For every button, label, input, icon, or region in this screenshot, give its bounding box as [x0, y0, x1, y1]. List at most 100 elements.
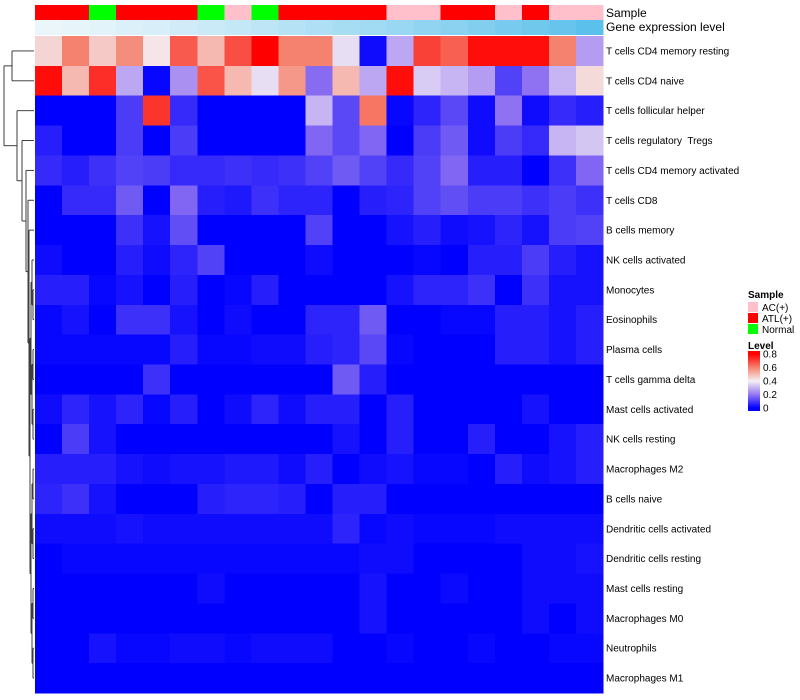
- heatmap-cell: [575, 185, 604, 216]
- gene-expression-annotation-row: [35, 20, 604, 35]
- heatmap-cell: [143, 603, 171, 634]
- heatmap-cell: [197, 245, 225, 276]
- heatmap-cell: [332, 573, 361, 605]
- heatmap-cell: [278, 633, 307, 664]
- heatmap-cell: [116, 334, 144, 366]
- heatmap-cell: [548, 424, 577, 455]
- heatmap-cell: [62, 36, 90, 67]
- heatmap-cell: [413, 65, 442, 97]
- heatmap-cell: [521, 633, 550, 664]
- heatmap-cell: [575, 95, 604, 127]
- heatmap-cell: [467, 65, 496, 97]
- heatmap-cell: [197, 394, 225, 425]
- heatmap-cell: [440, 185, 469, 216]
- heatmap-cell: [170, 483, 198, 515]
- heatmap-cell: [89, 633, 117, 664]
- heatmap-cell: [359, 304, 388, 336]
- heatmap-cell: [467, 274, 496, 306]
- legend-swatch: [748, 313, 758, 323]
- heatmap-cell: [143, 513, 171, 545]
- heatmap-cell: [332, 274, 361, 306]
- heatmap-cell: [143, 394, 171, 425]
- heatmap-cell: [413, 483, 442, 515]
- heatmap-cell: [494, 95, 523, 127]
- heatmap-cell: [224, 364, 252, 395]
- heatmap-cell: [575, 215, 604, 246]
- heatmap-cell: [548, 125, 577, 157]
- heatmap-cell: [116, 274, 144, 306]
- heatmap-cell: [332, 334, 361, 366]
- heatmap-cell: [305, 424, 334, 455]
- heatmap-cell: [413, 245, 442, 276]
- sample-annotation-cell: [116, 5, 144, 20]
- heatmap-cell: [170, 274, 198, 306]
- heatmap-cell: [170, 573, 198, 605]
- heatmap-cell: [575, 155, 604, 186]
- heatmap-cell: [305, 95, 334, 127]
- heatmap-cell: [89, 215, 117, 246]
- heatmap-cell: [548, 454, 577, 485]
- heatmap-cell: [440, 245, 469, 276]
- heatmap-cell: [413, 334, 442, 366]
- heatmap-cell: [251, 424, 280, 455]
- heatmap-cell: [332, 543, 361, 575]
- heatmap-cell: [278, 245, 307, 276]
- heatmap-cell: [89, 245, 117, 276]
- gene-expression-annotation-cell: [89, 20, 117, 35]
- heatmap-cell: [251, 573, 280, 605]
- sample-annotation-cell: [197, 5, 225, 20]
- heatmap-cell: [35, 483, 63, 515]
- heatmap-cell: [170, 304, 198, 336]
- row-label: T cells follicular helper: [606, 106, 705, 117]
- heatmap-cell: [386, 633, 415, 664]
- gene-expression-annotation-cell: [494, 20, 523, 35]
- heatmap-cell: [224, 304, 252, 336]
- heatmap-cell: [494, 543, 523, 575]
- heatmap-cell: [440, 394, 469, 425]
- heatmap-cell: [440, 155, 469, 186]
- row-dendrogram: [3, 50, 34, 679]
- row-label: T cells gamma delta: [606, 375, 696, 386]
- heatmap-cell: [440, 663, 469, 694]
- legend-tick-label: 0: [763, 404, 769, 415]
- heatmap-cells: [35, 36, 604, 694]
- heatmap-cell: [332, 394, 361, 425]
- gene-expression-annotation-label: Gene expression level: [606, 20, 725, 34]
- heatmap-cell: [305, 274, 334, 306]
- heatmap-cell: [170, 185, 198, 216]
- heatmap-cell: [413, 394, 442, 425]
- heatmap-cell: [575, 483, 604, 515]
- heatmap-cell: [386, 364, 415, 395]
- heatmap-cell: [521, 663, 550, 694]
- heatmap-cell: [62, 215, 90, 246]
- heatmap-cell: [332, 215, 361, 246]
- heatmap-cell: [413, 543, 442, 575]
- heatmap-cell: [197, 573, 225, 605]
- row-labels: T cells CD4 memory resting T cells CD4 na…: [606, 46, 739, 684]
- heatmap-cell: [467, 304, 496, 336]
- heatmap-cell: [386, 454, 415, 485]
- heatmap-cell: [386, 245, 415, 276]
- heatmap-cell: [386, 424, 415, 455]
- heatmap-cell: [35, 304, 63, 336]
- heatmap-cell: [224, 543, 252, 575]
- heatmap-cell: [197, 513, 225, 545]
- gene-expression-annotation-cell: [575, 20, 604, 35]
- heatmap-cell: [197, 424, 225, 455]
- heatmap-cell: [494, 394, 523, 425]
- heatmap-cell: [359, 483, 388, 515]
- heatmap-cell: [332, 95, 361, 127]
- heatmap-cell: [467, 603, 496, 634]
- heatmap-cell: [35, 155, 63, 186]
- heatmap-cell: [440, 543, 469, 575]
- heatmap-cell: [548, 633, 577, 664]
- heatmap-cell: [224, 394, 252, 425]
- heatmap-cell: [413, 155, 442, 186]
- heatmap-cell: [278, 543, 307, 575]
- heatmap-cell: [251, 334, 280, 366]
- heatmap-cell: [575, 573, 604, 605]
- heatmap-cell: [62, 274, 90, 306]
- heatmap-cell: [359, 543, 388, 575]
- gene-expression-annotation-cell: [548, 20, 577, 35]
- heatmap-cell: [413, 573, 442, 605]
